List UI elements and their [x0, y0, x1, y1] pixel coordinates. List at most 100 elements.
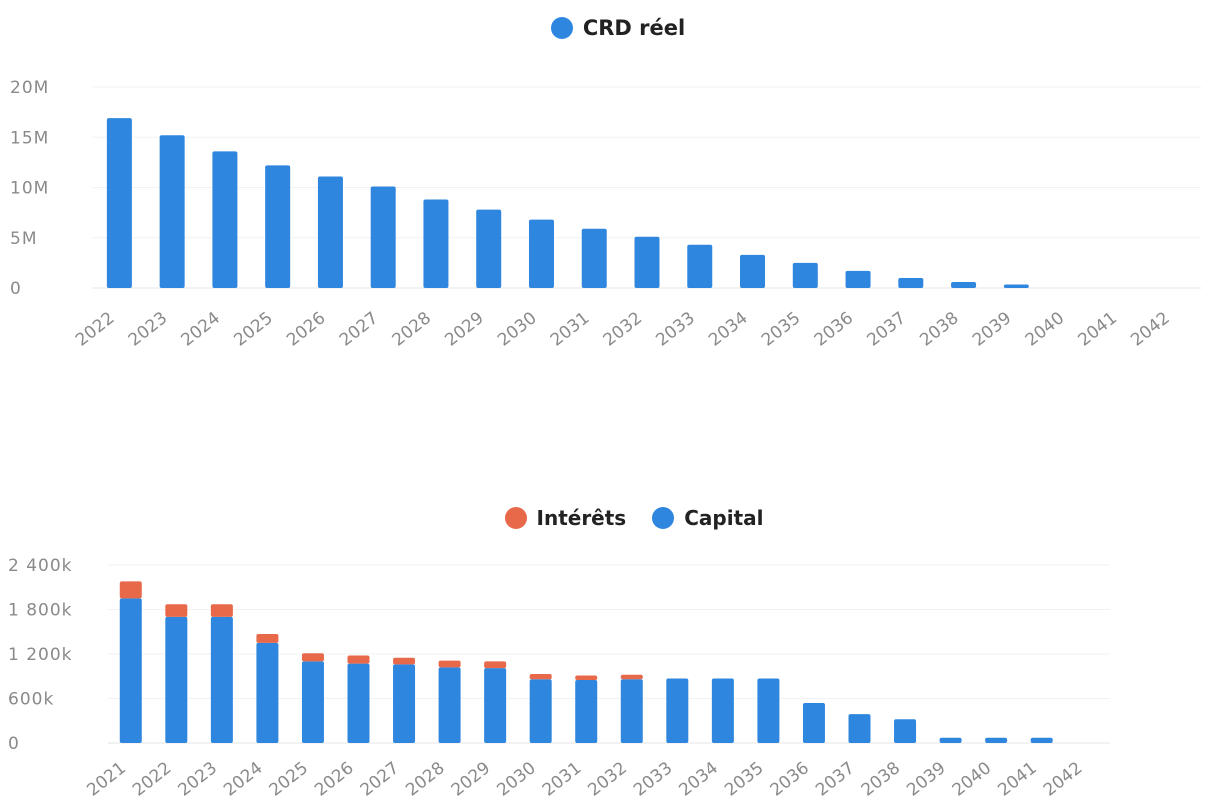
bar-capital-2025: [301, 661, 324, 743]
x-tick-label: 2025: [266, 758, 312, 800]
bar-crd-r-el-2025: [265, 165, 291, 288]
bar-capital-2034: [711, 678, 734, 743]
x-tick-label: 2026: [311, 758, 357, 800]
x-tick-label: 2042: [1127, 308, 1173, 350]
x-tick-label: 2034: [705, 308, 751, 350]
bar-int-r-ts-2032: [620, 674, 643, 680]
bar-capital-2023: [210, 616, 233, 743]
x-tick-label: 2027: [336, 308, 382, 350]
bar-crd-r-el-2022: [106, 118, 132, 288]
x-tick-label: 2033: [652, 308, 698, 350]
bar-int-r-ts-2024: [256, 633, 279, 643]
x-tick-label: 2033: [630, 758, 676, 800]
bar-capital-2024: [256, 642, 279, 743]
legend-label-interets: Intérêts: [536, 506, 627, 530]
bar-capital-2029: [484, 668, 507, 743]
crd-chart: CRD réel 0 5M 10M 15M 20M 2022 2023 2024 2025 202…: [0, 0, 1208, 380]
x-tick-label: 2035: [758, 308, 804, 350]
bar-capital-2041: [1030, 737, 1053, 743]
x-tick-label: 2021: [83, 758, 129, 800]
x-tick-label: 2022: [129, 758, 175, 800]
legend-dot-crd: [550, 17, 573, 39]
x-tick-label: 2031: [539, 758, 585, 800]
bar-crd-r-el-2024: [212, 151, 238, 288]
bar-crd-r-el-2026: [317, 176, 343, 288]
legend-label-capital: Capital: [684, 506, 764, 530]
y-tick-label: 1 200k: [8, 645, 73, 665]
bar-crd-r-el-2029: [476, 209, 502, 288]
bar-capital-2035: [757, 678, 780, 743]
legend-dot-interets: [504, 507, 527, 529]
x-tick-label: 2027: [357, 758, 403, 800]
x-tick-label: 2025: [230, 308, 276, 350]
x-tick-label: 2030: [494, 308, 540, 350]
bar-capital-2039: [939, 737, 962, 743]
x-tick-label: 2037: [812, 758, 858, 800]
bar-capital-2022: [165, 616, 188, 743]
x-tick-label: 2030: [493, 758, 539, 800]
bar-crd-r-el-2027: [370, 186, 396, 288]
y-tick-label: 2 400k: [8, 556, 73, 576]
bar-int-r-ts-2021: [119, 581, 142, 599]
bar-int-r-ts-2028: [438, 660, 461, 668]
x-tick-label: 2037: [863, 308, 909, 350]
bar-capital-2032: [620, 679, 643, 743]
y-tick-label: 15M: [10, 128, 49, 148]
x-tick-label: 2035: [721, 758, 767, 800]
x-tick-label: 2038: [858, 758, 904, 800]
bar-capital-2031: [575, 679, 598, 743]
y-tick-label: 1 800k: [8, 601, 73, 621]
bar-int-r-ts-2027: [393, 657, 416, 665]
bar-crd-r-el-2038: [951, 281, 977, 288]
x-tick-label: 2026: [283, 308, 329, 350]
bar-int-r-ts-2030: [529, 674, 552, 680]
y-tick-label: 20M: [10, 78, 49, 98]
bar-capital-2033: [666, 678, 689, 743]
legend-item-interets[interactable]: Intérêts: [504, 506, 627, 530]
bar-capital-2040: [985, 737, 1008, 743]
bar-crd-r-el-2039: [1003, 284, 1029, 288]
y-tick-label: 0: [10, 279, 22, 299]
bar-crd-r-el-2023: [159, 135, 185, 288]
y-tick-label: 600k: [8, 690, 54, 710]
x-tick-label: 2041: [1075, 308, 1121, 350]
bar-crd-r-el-2031: [581, 228, 607, 288]
x-tick-label: 2022: [72, 308, 118, 350]
x-tick-label: 2040: [1022, 308, 1068, 350]
bar-capital-2030: [529, 679, 552, 743]
x-tick-label: 2024: [220, 758, 266, 800]
x-tick-label: 2034: [676, 758, 722, 800]
legend-item-crd[interactable]: CRD réel: [550, 16, 686, 40]
x-tick-label: 2028: [389, 308, 435, 350]
bar-int-r-ts-2026: [347, 655, 370, 664]
x-tick-label: 2041: [994, 758, 1040, 800]
bar-capital-2038: [894, 719, 917, 743]
x-tick-label: 2039: [969, 308, 1015, 350]
bar-capital-2027: [393, 664, 416, 743]
x-tick-label: 2036: [767, 758, 813, 800]
bar-capital-2028: [438, 667, 461, 743]
bar-int-r-ts-2031: [575, 675, 598, 680]
bar-int-r-ts-2025: [301, 653, 324, 662]
x-tick-label: 2040: [949, 758, 995, 800]
annuity-chart: Intérêts Capital 0 600k 1 200k 1 800k 2 400k…: [0, 480, 1208, 811]
x-tick-label: 2029: [448, 758, 494, 800]
x-tick-label: 2036: [811, 308, 857, 350]
bar-capital-2021: [119, 598, 142, 743]
x-tick-label: 2032: [584, 758, 630, 800]
x-tick-label: 2024: [178, 308, 224, 350]
annuity-legend: Intérêts Capital: [0, 506, 1208, 530]
x-tick-label: 2032: [600, 308, 646, 350]
x-tick-label: 2029: [441, 308, 487, 350]
y-tick-label: 5M: [10, 229, 37, 249]
bar-int-r-ts-2029: [484, 661, 507, 669]
bar-crd-r-el-2035: [792, 262, 818, 288]
x-tick-label: 2023: [175, 758, 221, 800]
legend-label-crd: CRD réel: [582, 16, 686, 40]
legend-item-capital[interactable]: Capital: [652, 506, 763, 530]
x-tick-label: 2028: [402, 758, 448, 800]
bar-capital-2036: [802, 702, 825, 743]
y-tick-label: 10M: [10, 179, 49, 199]
y-tick-label: 0: [8, 734, 20, 754]
